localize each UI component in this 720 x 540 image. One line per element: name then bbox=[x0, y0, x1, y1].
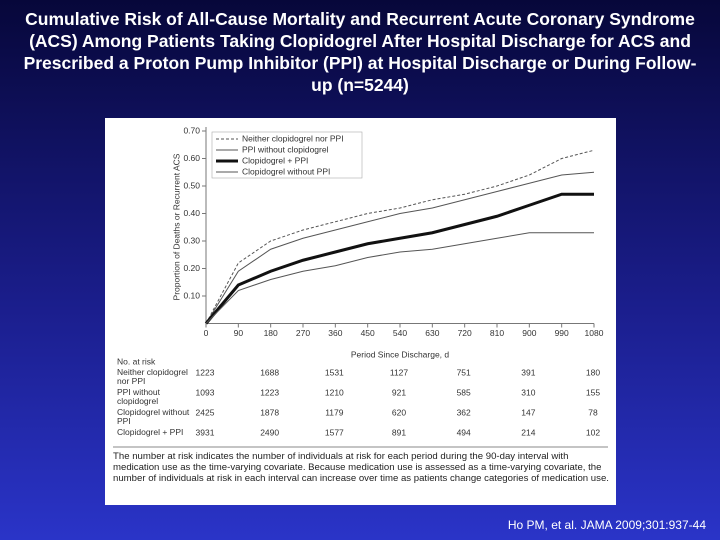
legend-box bbox=[211, 131, 363, 179]
risk-row-label: Clopidogrel without PPI bbox=[117, 407, 190, 426]
y-tick-label: 0.60 bbox=[183, 153, 200, 163]
risk-count: 1210 bbox=[325, 387, 344, 397]
risk-count: 1878 bbox=[260, 407, 279, 417]
risk-count: 2425 bbox=[196, 407, 215, 417]
risk-count: 494 bbox=[457, 427, 471, 437]
legend-label: Clopidogrel + PPI bbox=[242, 155, 308, 165]
risk-count: 585 bbox=[457, 387, 471, 397]
series-line bbox=[205, 171, 595, 324]
risk-count: 1531 bbox=[325, 367, 344, 377]
risk-count: 1093 bbox=[196, 387, 215, 397]
risk-count: 891 bbox=[392, 427, 406, 437]
risk-count: 1223 bbox=[196, 367, 215, 377]
risk-count: 214 bbox=[521, 427, 535, 437]
risk-count: 1127 bbox=[390, 367, 409, 377]
legend-label: PPI without clopidogrel bbox=[242, 144, 329, 154]
series-line bbox=[205, 232, 594, 324]
risk-count: 2490 bbox=[260, 427, 279, 437]
risk-count: 391 bbox=[521, 367, 535, 377]
risk-count: 1577 bbox=[325, 427, 344, 437]
x-tick-label: 630 bbox=[425, 328, 439, 338]
x-tick-label: 270 bbox=[296, 328, 310, 338]
y-tick-label: 0.30 bbox=[183, 235, 200, 245]
y-tick-label: 0.20 bbox=[183, 263, 200, 273]
x-tick-label: 180 bbox=[264, 328, 278, 338]
y-axis-label: Proportion of Deaths or Recurrent ACS bbox=[171, 153, 181, 300]
citation: Ho PM, et al. JAMA 2009;301:937-44 bbox=[507, 518, 706, 532]
risk-count: 1688 bbox=[260, 367, 279, 377]
y-tick-label: 0.10 bbox=[183, 290, 200, 300]
risk-count: 155 bbox=[586, 387, 600, 397]
risk-count: 1179 bbox=[325, 407, 344, 417]
x-tick-label: 720 bbox=[458, 328, 472, 338]
x-tick-label: 1080 bbox=[585, 328, 604, 338]
risk-count: 921 bbox=[392, 387, 406, 397]
x-tick-label: 360 bbox=[328, 328, 342, 338]
risk-count: 147 bbox=[521, 407, 535, 417]
legend-label: Neither clopidogrel nor PPI bbox=[242, 133, 344, 143]
risk-count: 102 bbox=[586, 427, 600, 437]
risk-count: 310 bbox=[521, 387, 535, 397]
risk-table-title: No. at risk bbox=[117, 356, 156, 366]
x-tick-label: 90 bbox=[234, 328, 244, 338]
x-tick-label: 540 bbox=[393, 328, 407, 338]
x-tick-label: 900 bbox=[522, 328, 536, 338]
series-line bbox=[205, 149, 595, 324]
x-tick-label: 450 bbox=[361, 328, 375, 338]
risk-count: 362 bbox=[457, 407, 471, 417]
risk-count: 1223 bbox=[260, 387, 279, 397]
x-axis-label: Period Since Discharge, d bbox=[351, 349, 450, 359]
risk-count: 78 bbox=[588, 407, 598, 417]
slide-title: Cumulative Risk of All-Cause Mortality a… bbox=[23, 9, 697, 95]
footnote: The number at risk indicates the number … bbox=[113, 451, 609, 484]
legend-label: Clopidogrel without PPI bbox=[242, 166, 330, 176]
risk-count: 3931 bbox=[196, 427, 215, 437]
x-tick-label: 0 bbox=[204, 328, 209, 338]
risk-count: 180 bbox=[586, 367, 600, 377]
risk-count: 620 bbox=[392, 407, 406, 417]
x-tick-label: 810 bbox=[490, 328, 504, 338]
y-tick-label: 0.40 bbox=[183, 208, 200, 218]
risk-count: 751 bbox=[457, 367, 471, 377]
risk-row-label: Neither clopidogrel nor PPI bbox=[117, 367, 188, 386]
x-tick-label: 990 bbox=[555, 328, 569, 338]
risk-row-label: PPI without clopidogrel bbox=[117, 387, 160, 406]
y-tick-label: 0.50 bbox=[183, 180, 200, 190]
risk-row-label: Clopidogrel + PPI bbox=[117, 427, 184, 437]
y-tick-label: 0.70 bbox=[183, 125, 200, 135]
series-line bbox=[204, 192, 594, 325]
